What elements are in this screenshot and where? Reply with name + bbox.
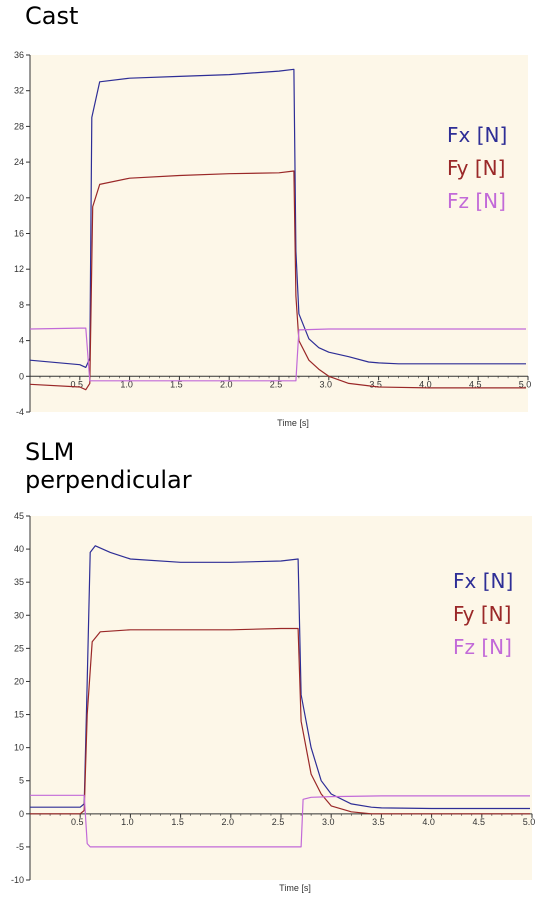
legend-entry: Fx [N]: [453, 569, 513, 593]
legend-entry: Fz [N]: [453, 635, 512, 659]
x-tick-label: 1.0: [121, 817, 134, 827]
y-tick-label: 35: [14, 577, 24, 587]
x-tick-label: 2.0: [220, 379, 233, 389]
y-tick-label: 32: [14, 86, 24, 96]
y-tick-label: 8: [19, 300, 24, 310]
x-tick-label: 1.5: [171, 817, 184, 827]
series-line-fx: [29, 68, 526, 368]
series-line-fy: [29, 170, 526, 391]
x-tick-label: 1.5: [170, 379, 183, 389]
x-tick-label: 1.0: [120, 379, 133, 389]
legend-entry: Fy [N]: [447, 156, 505, 180]
x-tick-label: 3.0: [320, 379, 333, 389]
x-tick-label: 5.0: [519, 379, 532, 389]
y-tick-label: 45: [14, 511, 24, 521]
y-tick-label: -10: [11, 875, 24, 885]
y-tick-label: 10: [14, 743, 24, 753]
x-tick-label: 5.0: [523, 817, 536, 827]
y-tick-label: 30: [14, 610, 24, 620]
x-tick-label: 2.0: [222, 817, 235, 827]
x-axis-title: Time [s]: [279, 883, 311, 893]
x-tick-label: 3.5: [372, 817, 385, 827]
series-line-fz: [29, 327, 526, 382]
panel-title-slm-line2: perpendicular: [25, 466, 192, 494]
y-tick-label: 4: [19, 336, 24, 346]
y-tick-label: 12: [14, 264, 24, 274]
x-tick-label: 3.0: [322, 817, 335, 827]
panel-title-cast: Cast: [25, 2, 79, 30]
y-tick-label: -4: [16, 407, 24, 417]
legend-entry: Fz [N]: [447, 189, 506, 213]
x-tick-label: 4.5: [469, 379, 482, 389]
y-tick-label: 16: [14, 229, 24, 239]
x-tick-label: 2.5: [270, 379, 283, 389]
cast-force-chart: -4 0 4 8 12 16 20 24 28 32 36 0.5 1.0 1.5 2.0 2.5 3.0 3.5…: [14, 50, 532, 428]
y-tick-label: 40: [14, 544, 24, 554]
y-tick-label: 28: [14, 121, 24, 131]
panel-title-slm-line1: SLM: [25, 438, 75, 466]
legend-entry: Fy [N]: [453, 602, 511, 626]
y-tick-label: 15: [14, 710, 24, 720]
plot-area: [30, 516, 532, 880]
y-tick-label: 36: [14, 50, 24, 60]
series-line-fx: [30, 545, 530, 810]
y-tick-label: 5: [19, 776, 24, 786]
x-tick-label: 3.5: [369, 379, 382, 389]
x-tick-label: 4.0: [419, 379, 432, 389]
plot-area: [30, 55, 528, 412]
legend-entry: Fx [N]: [447, 123, 507, 147]
x-tick-label: 0.5: [71, 379, 84, 389]
x-axis-title: Time [s]: [277, 418, 309, 428]
y-tick-label: 20: [14, 676, 24, 686]
y-tick-label: 0: [19, 371, 24, 381]
y-tick-label: 25: [14, 643, 24, 653]
x-tick-label: 2.5: [272, 817, 285, 827]
series-line-fz: [30, 794, 530, 848]
x-tick-label: 4.0: [422, 817, 435, 827]
x-tick-label: 4.5: [473, 817, 486, 827]
x-tick-label: 0.5: [71, 817, 84, 827]
series-line-fy: [30, 627, 530, 815]
y-tick-label: 24: [14, 157, 24, 167]
y-tick-label: 20: [14, 193, 24, 203]
y-tick-label: -5: [16, 842, 24, 852]
y-tick-label: 0: [19, 809, 24, 819]
